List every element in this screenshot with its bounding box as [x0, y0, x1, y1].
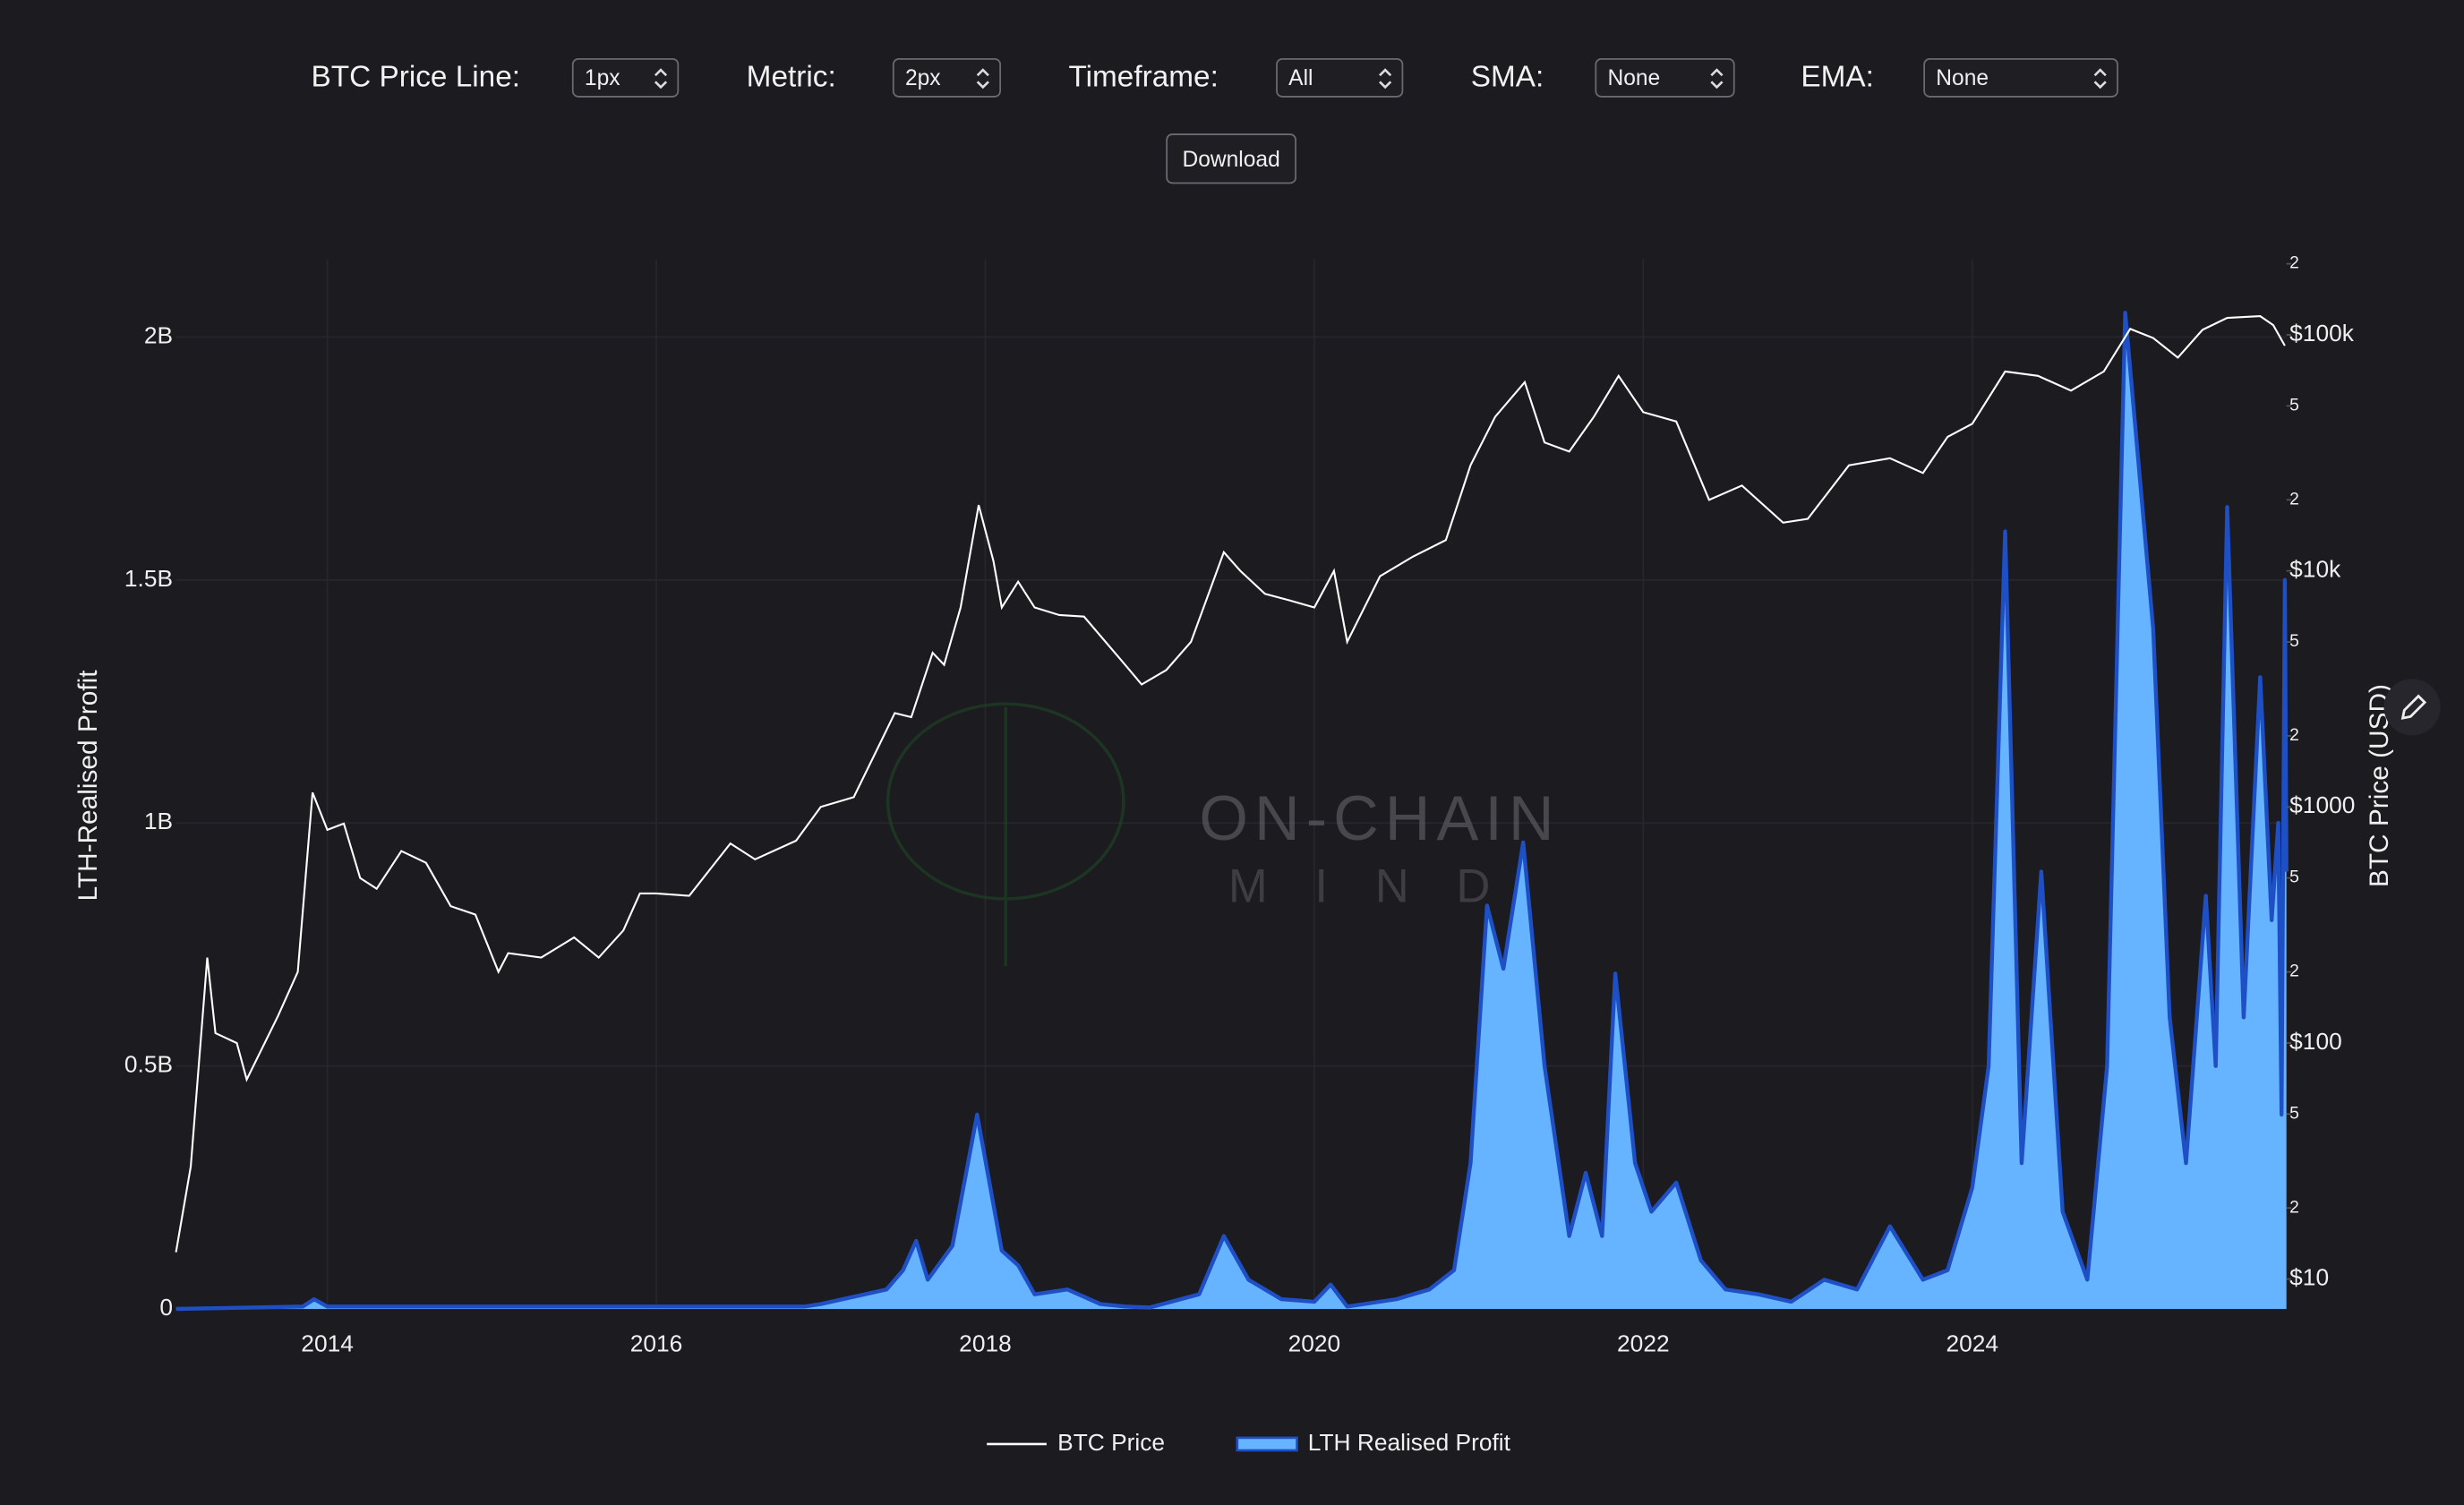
select[interactable]: 1px	[571, 57, 680, 98]
select-value: 1px	[584, 64, 620, 90]
y2-tick-label: 5	[2289, 396, 2299, 415]
legend-label: BTC Price	[1057, 1429, 1165, 1456]
control-label: Metric:	[746, 61, 836, 95]
y-axis-title: LTH-Realised Profit	[73, 670, 103, 902]
watermark: ON-CHAIN MIND	[886, 702, 1560, 967]
y2-tick-label: $1000	[2289, 791, 2355, 818]
select-arrow	[1710, 68, 1724, 90]
y2-tick-label: $100	[2289, 1028, 2342, 1055]
y-tick-label: 0	[159, 1294, 173, 1321]
control-label: SMA:	[1470, 61, 1544, 95]
x-tick-label: 2018	[959, 1330, 1012, 1356]
select-value: 2px	[904, 64, 941, 90]
area-line	[175, 311, 2289, 1312]
select-arrow	[1379, 68, 1392, 90]
watermark-text: ON-CHAIN	[1199, 782, 1560, 853]
select[interactable]: All	[1276, 57, 1404, 98]
select[interactable]: None	[1595, 57, 1735, 98]
control-label: Timeframe:	[1068, 61, 1219, 95]
x-tick-label: 2022	[1617, 1330, 1670, 1356]
y-tick-label: 0.5B	[124, 1051, 173, 1078]
y2-tick-label: 5	[2289, 1104, 2299, 1123]
y2-tick-label: $10	[2289, 1264, 2329, 1291]
edit-button[interactable]	[2383, 679, 2441, 736]
price-line	[175, 315, 2286, 1253]
download-button[interactable]: Download	[1166, 133, 1296, 184]
y2-tick-label: $10k	[2289, 556, 2341, 583]
grid	[175, 259, 2287, 1310]
select[interactable]: None	[1923, 57, 2118, 98]
control-label: BTC Price Line:	[311, 61, 521, 95]
legend: BTC Price LTH Realised Profit	[987, 1429, 1511, 1456]
y2-tick-label: $100k	[2289, 320, 2355, 346]
y-tick-label: 1B	[144, 808, 173, 834]
y2-tick-label: 2	[2289, 962, 2299, 981]
select-arrow	[976, 68, 989, 90]
y2-tick-label: 2	[2289, 726, 2299, 745]
y-tick-label: 2B	[144, 321, 173, 348]
select-value: All	[1288, 64, 1313, 90]
x-tick-label: 2024	[1946, 1330, 1998, 1356]
y2-tick-label: 2	[2289, 254, 2299, 273]
plot	[175, 311, 2289, 1312]
legend-label: LTH Realised Profit	[1308, 1429, 1511, 1456]
x-tick-label: 2014	[301, 1330, 354, 1356]
x-tick-label: 2016	[630, 1330, 683, 1356]
y-tick-label: 1.5B	[124, 565, 173, 592]
edit-icon	[2400, 694, 2427, 720]
y2-tick-label: 2	[2289, 490, 2299, 509]
axes: 2014 2016 2018 2020 2022 2024 0 0.5B 1B 1.5B 2B $10…	[124, 254, 2355, 1357]
select-value: None	[1607, 64, 1661, 90]
select-arrow	[654, 68, 668, 90]
y2-tick-label: 2	[2289, 1198, 2299, 1217]
y2-tick-label: 5	[2289, 868, 2299, 887]
edit-button-bg	[2383, 679, 2441, 736]
legend-swatch	[1236, 1436, 1298, 1452]
select[interactable]: 2px	[892, 57, 1001, 98]
x-tick-label: 2020	[1288, 1330, 1341, 1356]
watermark-text: MIND	[1228, 859, 1537, 912]
select-value: None	[1936, 64, 1989, 90]
select-arrow	[2093, 68, 2107, 90]
control-label: EMA:	[1801, 61, 1874, 95]
y2-tick-label: 5	[2289, 632, 2299, 651]
